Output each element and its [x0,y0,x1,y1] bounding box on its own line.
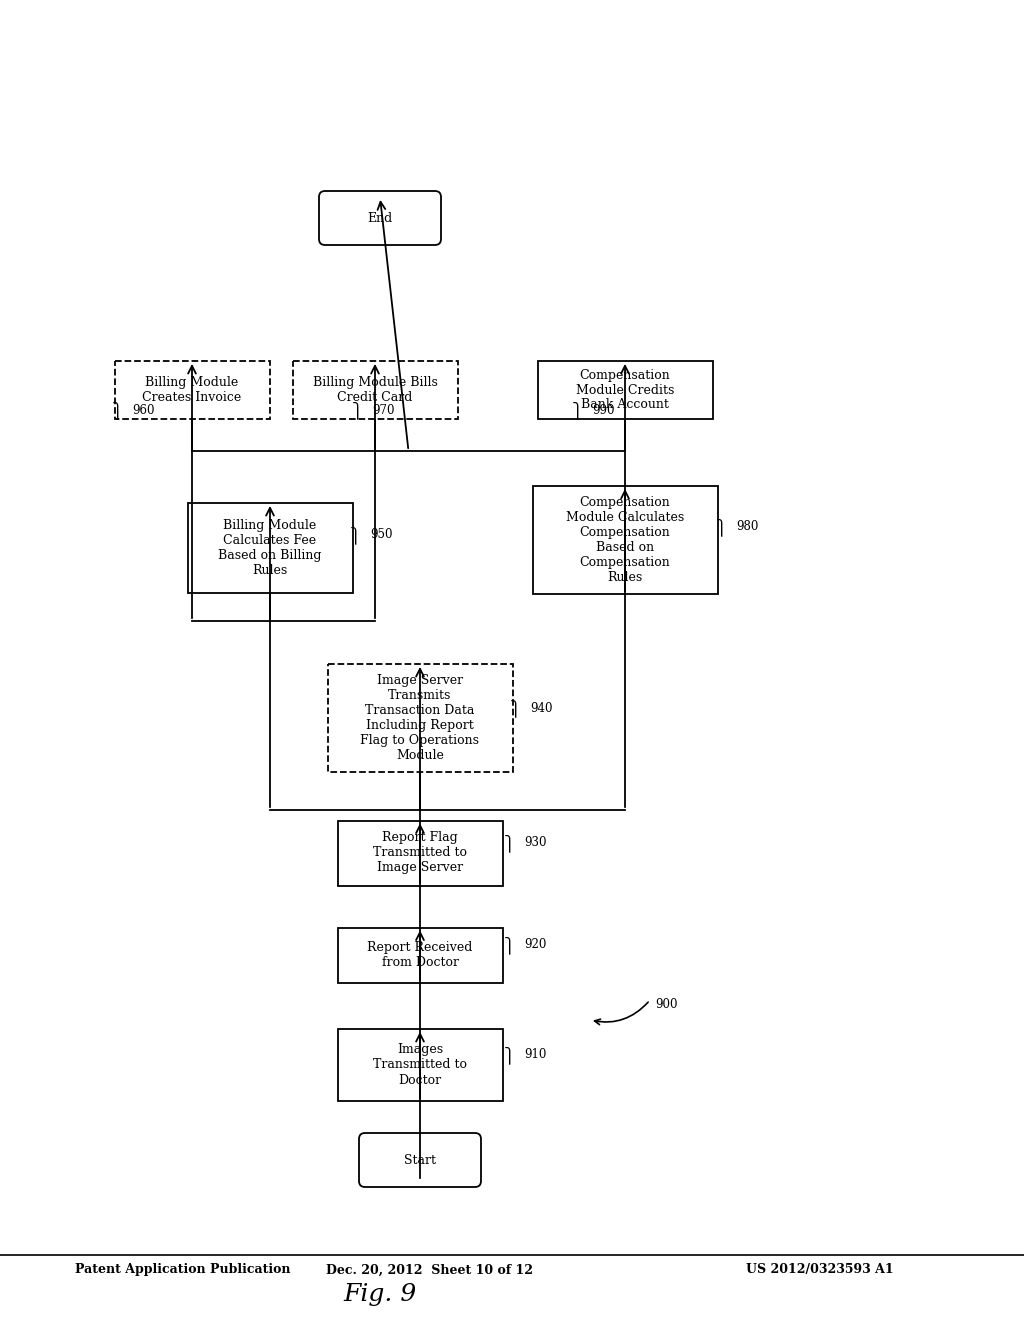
Text: 980: 980 [736,520,759,533]
FancyBboxPatch shape [115,360,269,418]
Text: 970: 970 [372,404,394,417]
Text: Fig. 9: Fig. 9 [343,1283,417,1307]
Text: Dec. 20, 2012  Sheet 10 of 12: Dec. 20, 2012 Sheet 10 of 12 [327,1263,534,1276]
Text: ⎫: ⎫ [352,401,364,418]
Text: 930: 930 [524,837,547,850]
Text: ⎫: ⎫ [504,936,516,954]
Text: 900: 900 [655,998,678,1011]
Text: Image Server
Transmits
Transaction Data
Including Report
Flag to Operations
Modu: Image Server Transmits Transaction Data … [360,675,479,762]
Text: US 2012/0323593 A1: US 2012/0323593 A1 [746,1263,894,1276]
FancyBboxPatch shape [328,664,512,772]
Text: ⎫: ⎫ [504,834,516,851]
FancyBboxPatch shape [359,1133,481,1187]
Text: Start: Start [404,1154,436,1167]
Text: 990: 990 [592,404,614,417]
Text: 960: 960 [132,404,155,417]
Text: Compensation
Module Calculates
Compensation
Based on
Compensation
Rules: Compensation Module Calculates Compensat… [566,496,684,583]
Text: Billing Module
Calculates Fee
Based on Billing
Rules: Billing Module Calculates Fee Based on B… [218,519,322,577]
Text: ⎫: ⎫ [716,519,728,536]
Text: End: End [368,211,392,224]
Text: ⎫: ⎫ [510,700,522,717]
Text: Images
Transmitted to
Doctor: Images Transmitted to Doctor [373,1044,467,1086]
Text: Compensation
Module Credits
Bank Account: Compensation Module Credits Bank Account [575,368,674,412]
FancyBboxPatch shape [338,928,503,982]
Text: 910: 910 [524,1048,547,1061]
FancyBboxPatch shape [319,191,441,246]
FancyBboxPatch shape [187,503,352,593]
Text: Patent Application Publication: Patent Application Publication [75,1263,291,1276]
Text: ⎫: ⎫ [572,401,584,418]
FancyBboxPatch shape [538,360,713,418]
Text: ⎫: ⎫ [113,401,124,418]
FancyBboxPatch shape [338,821,503,886]
Text: 940: 940 [530,701,553,714]
Text: Billing Module
Creates Invoice: Billing Module Creates Invoice [142,376,242,404]
Text: 950: 950 [370,528,392,541]
Text: Report Received
from Doctor: Report Received from Doctor [368,941,473,969]
FancyBboxPatch shape [338,1030,503,1101]
Text: ⎫: ⎫ [504,1047,516,1064]
FancyBboxPatch shape [532,486,718,594]
Text: Report Flag
Transmitted to
Image Server: Report Flag Transmitted to Image Server [373,832,467,874]
Text: Billing Module Bills
Credit Card: Billing Module Bills Credit Card [312,376,437,404]
FancyBboxPatch shape [293,360,458,418]
Text: 920: 920 [524,939,547,952]
Text: ⎫: ⎫ [350,527,361,544]
